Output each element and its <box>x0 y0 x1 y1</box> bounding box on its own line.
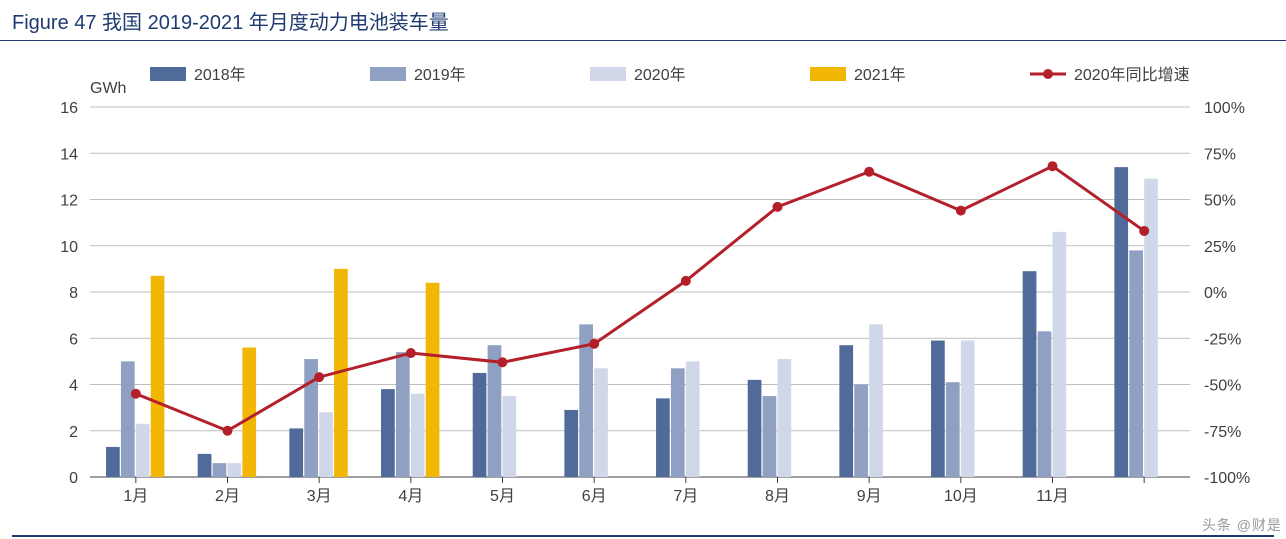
bar-2019年 <box>763 396 777 477</box>
growth-marker <box>131 389 141 399</box>
growth-marker <box>956 206 966 216</box>
y-right-tick: -50% <box>1204 378 1241 395</box>
bar-2020年 <box>411 394 425 477</box>
bar-2021年 <box>151 276 165 477</box>
bar-2020年 <box>1053 232 1067 477</box>
growth-marker <box>406 348 416 358</box>
x-label: 9月 <box>857 488 882 505</box>
x-label: 1月 <box>123 488 148 505</box>
y-left-tick: 14 <box>60 146 78 163</box>
x-label: 10月 <box>944 488 978 505</box>
x-label: 8月 <box>765 488 790 505</box>
y-right-tick: 50% <box>1204 193 1236 210</box>
bar-2020年 <box>136 424 150 477</box>
growth-marker <box>589 339 599 349</box>
bar-2020年 <box>319 412 333 477</box>
bar-2018年 <box>289 428 303 477</box>
y-left-tick: 8 <box>69 285 78 302</box>
y-left-label: GWh <box>90 80 126 97</box>
bar-2018年 <box>1023 271 1037 477</box>
growth-marker <box>864 167 874 177</box>
bar-2019年 <box>213 463 227 477</box>
y-right-tick: 100% <box>1204 100 1245 117</box>
bar-2018年 <box>106 447 120 477</box>
x-label: 3月 <box>307 488 332 505</box>
bar-2020年 <box>869 324 883 477</box>
growth-marker <box>314 372 324 382</box>
legend-swatch <box>590 67 626 81</box>
y-right-tick: -25% <box>1204 331 1241 348</box>
y-right-tick: 0% <box>1204 285 1227 302</box>
bar-2020年 <box>778 359 792 477</box>
x-label: 4月 <box>398 488 423 505</box>
bar-2018年 <box>931 341 945 477</box>
y-left-tick: 2 <box>69 424 78 441</box>
chart-svg: 0 2 4 6 8 10 12 14 16 -100% -75% -50% -25% 0% 25% 50% 75… <box>30 47 1256 527</box>
growth-marker <box>1048 161 1058 171</box>
bar-2020年 <box>594 368 608 477</box>
bar-2019年 <box>671 368 685 477</box>
bar-2019年 <box>121 361 135 477</box>
bar-2018年 <box>748 380 762 477</box>
y-right-tick: -75% <box>1204 424 1241 441</box>
y-left-tick: 4 <box>69 378 78 395</box>
x-label: 5月 <box>490 488 515 505</box>
bar-2020年 <box>961 341 975 477</box>
watermark: 头条 @财是 <box>1202 515 1282 535</box>
chart-title: Figure 47 我国 2019-2021 年月度动力电池装车量 <box>12 8 1274 40</box>
y-left-tick: 0 <box>69 470 78 487</box>
bar-2020年 <box>503 396 517 477</box>
bar-2018年 <box>839 345 853 477</box>
legend-label: 2020年同比增速 <box>1074 66 1190 84</box>
y-left-tick: 6 <box>69 331 78 348</box>
legend-label: 2021年 <box>854 66 906 84</box>
title-bar: Figure 47 我国 2019-2021 年月度动力电池装车量 <box>0 0 1286 41</box>
legend-label: 2019年 <box>414 66 466 84</box>
y-right-tick: -100% <box>1204 470 1250 487</box>
bar-2018年 <box>564 410 578 477</box>
growth-line <box>136 166 1144 431</box>
chart-area: 0 2 4 6 8 10 12 14 16 -100% -75% -50% -25% 0% 25% 50% 75… <box>30 47 1256 532</box>
y-left-tick: 10 <box>60 239 78 256</box>
growth-marker <box>1139 226 1149 236</box>
bar-2020年 <box>1144 179 1158 477</box>
y-right-tick: 75% <box>1204 146 1236 163</box>
figure-root: { "title": "Figure 47 我国 2019-2021 年月度动力… <box>0 0 1286 539</box>
bar-2019年 <box>1038 331 1052 477</box>
x-label: 11月 <box>1036 488 1069 505</box>
bar-2018年 <box>198 454 212 477</box>
bottom-rule <box>12 535 1274 537</box>
legend-label: 2020年 <box>634 66 686 84</box>
x-label: 6月 <box>582 488 607 505</box>
legend-swatch <box>370 67 406 81</box>
bar-2019年 <box>396 352 410 477</box>
y-right-tick: 25% <box>1204 239 1236 256</box>
bar-2019年 <box>854 385 868 478</box>
growth-marker <box>223 426 233 436</box>
bar-2018年 <box>656 398 670 477</box>
growth-marker <box>681 276 691 286</box>
bar-2020年 <box>686 361 700 477</box>
legend-marker <box>1043 69 1053 79</box>
growth-marker <box>498 357 508 367</box>
bar-2021年 <box>242 348 256 478</box>
bar-2018年 <box>473 373 487 477</box>
growth-marker <box>773 202 783 212</box>
legend-swatch <box>150 67 186 81</box>
y-left-tick: 12 <box>60 193 78 210</box>
legend-swatch <box>810 67 846 81</box>
bar-2020年 <box>228 463 242 477</box>
bar-2018年 <box>381 389 395 477</box>
y-left-tick: 16 <box>60 100 78 117</box>
bar-2019年 <box>1129 250 1143 477</box>
x-label: 7月 <box>673 488 698 505</box>
bar-2021年 <box>426 283 440 477</box>
x-label: 2月 <box>215 488 240 505</box>
legend-label: 2018年 <box>194 66 246 84</box>
bar-2019年 <box>946 382 960 477</box>
